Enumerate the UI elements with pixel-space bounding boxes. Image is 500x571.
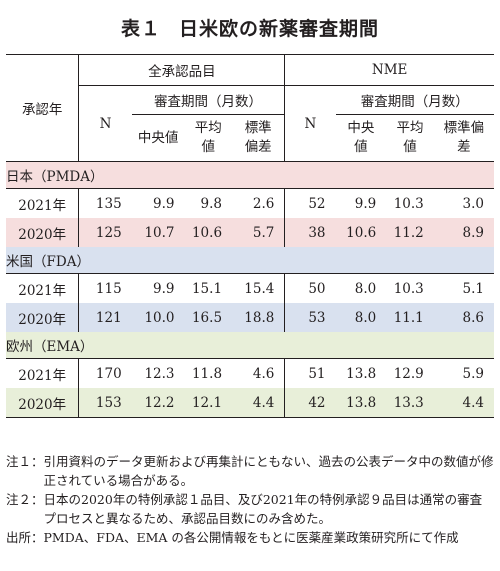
- group-header-nme: NME: [284, 54, 494, 86]
- value-cell: 4.4: [232, 388, 285, 418]
- table-title-text: 日米欧の新薬審査期間: [179, 18, 380, 40]
- subcol-sd-all: 標準偏差: [232, 114, 285, 162]
- source-note: 出所： PMDA、FDA、EMA の各公開情報をもとに医薬産業政策研究所にて作成: [6, 528, 494, 547]
- value-cell: 9.9: [153, 195, 175, 212]
- group-header-all: 全承認品目: [78, 54, 285, 86]
- note-text: PMDA、FDA、EMA の各公開情報をもとに医薬産業政策研究所にて作成: [43, 530, 459, 545]
- table-row: 2020年 125 10.7 10.6 5.7 38 10.6 11.2 8.9: [6, 218, 494, 247]
- value-cell: 8.9: [433, 218, 494, 247]
- table-row: 2021年 170 12.3 11.8 4.6 51 13.8 12.9 5.9: [6, 358, 494, 388]
- value-cell: 115: [78, 273, 132, 303]
- subcol-mean-all: 平均値: [184, 114, 233, 162]
- value-cell: 15.1: [191, 280, 223, 297]
- section-label-us: 米国（FDA）: [6, 247, 494, 274]
- section-label-eu: 欧州（EMA）: [6, 332, 494, 359]
- note-label: 出所：: [6, 530, 44, 545]
- value-cell: 5.9: [462, 365, 484, 382]
- header-row-stats: 中央値 平均値 標準偏差 中央値 平均値 標準偏差: [6, 114, 494, 162]
- note-1: 注１： 引用資料のデータ更新および再集計にともない、過去の公表データ中の数値が修…: [6, 452, 494, 490]
- value-cell: 12.9: [393, 365, 424, 382]
- value-cell: 15.4: [244, 280, 275, 297]
- value-cell: 4.6: [252, 365, 275, 382]
- table-row: 2020年 153 12.2 12.1 4.4 42 13.8 13.3 4.4: [6, 388, 494, 418]
- value-cell: 8.0: [335, 303, 387, 332]
- value-cell: 5.7: [232, 218, 285, 247]
- value-cell: 4.4: [433, 388, 494, 418]
- table-row: 2020年 121 10.0 16.5 18.8 53 8.0 11.1 8.6: [6, 303, 494, 332]
- year-cell: 2021年: [18, 367, 67, 384]
- header-row-period: N 審査期間（月数） N 審査期間（月数）: [6, 85, 494, 162]
- value-cell: 12.2: [131, 388, 185, 418]
- value-cell: 11.2: [386, 218, 434, 247]
- value-cell: 2.6: [252, 195, 275, 212]
- value-cell: 53: [284, 303, 336, 332]
- value-cell: 11.1: [386, 303, 434, 332]
- table-row: 2021年 115 9.9 15.1 15.4 50 8.0 10.3 5.1: [6, 273, 494, 303]
- value-cell: 12.3: [144, 365, 175, 382]
- section-row-japan: 日本（PMDA）: [6, 161, 494, 189]
- period-header-nme: 審査期間（月数）: [335, 85, 494, 115]
- value-cell: 8.6: [433, 303, 494, 332]
- value-cell: 52: [284, 188, 336, 218]
- value-cell: 5.1: [462, 280, 484, 297]
- subcol-sd-nme: 標準偏差: [433, 114, 494, 162]
- value-cell: 16.5: [184, 303, 233, 332]
- value-cell: 135: [78, 188, 132, 218]
- value-cell: 10.6: [335, 218, 387, 247]
- value-cell: 12.1: [184, 388, 233, 418]
- subcol-mean-nme: 平均値: [386, 114, 434, 162]
- value-cell: 13.3: [386, 388, 434, 418]
- header-row-groups: 承認年 全承認品目 NME: [6, 54, 494, 162]
- value-cell: 153: [78, 388, 132, 418]
- subcol-median-nme: 中央値: [335, 114, 387, 162]
- value-cell: 125: [78, 218, 132, 247]
- note-text: 引用資料のデータ更新および再集計にともない、過去の公表データ中の数値が修正されて…: [43, 454, 494, 488]
- section-row-eu: 欧州（EMA）: [6, 332, 494, 359]
- value-cell: 51: [284, 358, 336, 388]
- year-cell: 2021年: [18, 197, 67, 214]
- note-label: 注２：: [6, 492, 44, 507]
- note-label: 注１：: [6, 454, 44, 469]
- value-cell: 170: [78, 358, 132, 388]
- value-cell: 10.0: [131, 303, 185, 332]
- value-cell: 13.8: [335, 388, 387, 418]
- value-cell: 9.9: [153, 280, 175, 297]
- n-header-nme: N: [284, 85, 336, 162]
- value-cell: 10.3: [393, 195, 424, 212]
- value-cell: 10.7: [131, 218, 185, 247]
- value-cell: 13.8: [346, 365, 377, 382]
- note-text: 日本の2020年の特例承認１品目、及び2021年の特例承認９品目は通常の審査プロ…: [43, 492, 483, 526]
- year-header: 承認年: [6, 54, 79, 162]
- value-cell: 3.0: [462, 195, 484, 212]
- section-row-us: 米国（FDA）: [6, 247, 494, 274]
- subcol-median-all: 中央値: [131, 114, 185, 162]
- value-cell: 11.8: [191, 365, 223, 382]
- year-cell: 2021年: [18, 282, 67, 299]
- period-header-all: 審査期間（月数）: [131, 85, 285, 115]
- table-number: 表１: [120, 18, 161, 40]
- year-cell: 2020年: [6, 303, 79, 332]
- table-row: 2021年 135 9.9 9.8 2.6 52 9.9 10.3 3.0: [6, 188, 494, 218]
- value-cell: 50: [284, 273, 336, 303]
- year-cell: 2020年: [6, 218, 79, 247]
- table-notes: 注１： 引用資料のデータ更新および再集計にともない、過去の公表データ中の数値が修…: [6, 452, 494, 547]
- note-2: 注２： 日本の2020年の特例承認１品目、及び2021年の特例承認９品目は通常の…: [6, 490, 494, 528]
- value-cell: 121: [78, 303, 132, 332]
- section-label-japan: 日本（PMDA）: [6, 161, 494, 189]
- value-cell: 9.8: [200, 195, 223, 212]
- year-cell: 2020年: [6, 388, 79, 418]
- n-header-all: N: [78, 85, 132, 162]
- value-cell: 42: [284, 388, 336, 418]
- value-cell: 10.3: [393, 280, 424, 297]
- value-cell: 8.0: [354, 280, 377, 297]
- value-cell: 10.6: [184, 218, 233, 247]
- table-title: 表１ 日米欧の新薬審査期間: [0, 14, 500, 41]
- value-cell: 38: [284, 218, 336, 247]
- review-period-table: 承認年 全承認品目 NME N 審査期間（月数） N 審査期間（月数） 中央値 …: [6, 54, 494, 418]
- value-cell: 18.8: [232, 303, 285, 332]
- value-cell: 9.9: [354, 195, 377, 212]
